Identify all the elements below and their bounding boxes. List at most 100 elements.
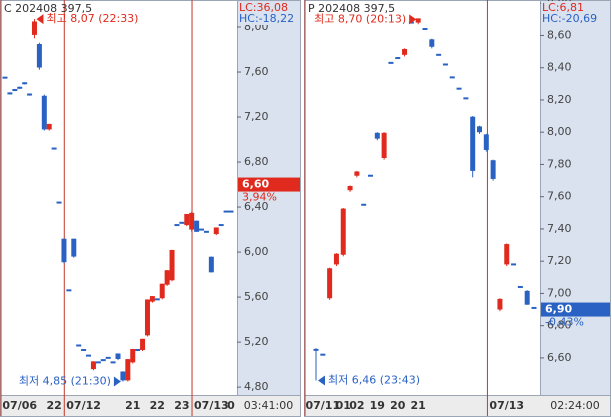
low-note: 최저 4,85 (21:30)	[19, 374, 111, 387]
candle-body	[66, 289, 72, 292]
candle-body	[194, 220, 200, 232]
candle-body	[429, 39, 435, 47]
candle-body	[333, 253, 339, 265]
candle-body	[463, 97, 469, 100]
y-tick-label: 7,20	[547, 254, 572, 267]
y-tick-label: 8,20	[547, 93, 572, 106]
last-price-box	[238, 177, 300, 192]
candle-body	[61, 238, 67, 263]
y-tick-label: 6,40	[244, 200, 269, 213]
candle-body	[12, 89, 18, 92]
candle-body	[46, 123, 52, 130]
hc-label: HC:-18,22	[239, 12, 294, 25]
candle-body	[199, 228, 205, 231]
candle-body	[402, 48, 408, 55]
candle-body	[388, 61, 394, 64]
candle-body	[213, 227, 219, 235]
candle-body	[2, 76, 8, 79]
y-tick-label: 5,20	[244, 335, 269, 348]
y-tick-label: 8,00	[547, 125, 572, 138]
time-label: 02:24:00	[550, 399, 599, 412]
y-tick-label: 7,60	[244, 65, 269, 78]
candle-body	[90, 361, 96, 370]
candle-body	[218, 224, 224, 227]
candle-body	[354, 171, 360, 176]
candle-body	[22, 82, 28, 85]
candle-body	[17, 86, 23, 89]
x-tick-label: 23	[174, 399, 189, 412]
plot-area	[304, 0, 541, 396]
y-tick-label: 8,40	[547, 61, 572, 74]
candle-body	[347, 186, 353, 191]
y-tick-label: 7,60	[547, 190, 572, 203]
candle-body	[100, 359, 106, 362]
high-note: 최고 8,70 (20:13)	[314, 12, 406, 25]
change-label: 3,94%	[242, 191, 277, 204]
low-note-arrow	[318, 375, 325, 386]
last-price: 6,60	[242, 178, 269, 191]
time-label: 03:41:00	[244, 399, 293, 412]
candle-body	[95, 361, 101, 364]
candle-body	[415, 18, 421, 23]
candle-body	[490, 160, 496, 179]
candle-body	[169, 249, 175, 281]
candle-body	[179, 221, 185, 224]
lc-label: LC:6,81	[542, 1, 584, 14]
candle-body	[110, 361, 116, 364]
high-note-arrow	[409, 14, 417, 25]
candle-body	[125, 359, 131, 381]
candle-body	[81, 348, 87, 351]
candle-body	[395, 57, 401, 60]
chart-title: P 202408 397,5	[308, 2, 395, 15]
x-tick-label: 21	[125, 399, 140, 412]
x-tick-label: 22	[150, 399, 165, 412]
y-tick-label: 6,80	[547, 319, 572, 332]
candle-body	[189, 212, 195, 230]
candle-body	[86, 354, 92, 357]
x-tick-label: 02	[349, 399, 364, 412]
candle-body	[56, 201, 62, 204]
candle-body	[320, 353, 326, 356]
candle-body	[422, 28, 428, 31]
header-bg	[541, 1, 610, 25]
candle-body	[340, 208, 346, 255]
low-note-arrow	[113, 376, 121, 387]
candle-body	[483, 134, 489, 150]
candle-body	[228, 210, 234, 213]
x-tick-label: 07/06	[2, 399, 37, 412]
candle-body	[149, 296, 155, 302]
candle-body	[144, 299, 150, 336]
candle-body	[381, 132, 387, 158]
candle-body	[7, 92, 13, 95]
plot-area	[0, 0, 238, 396]
candle-body	[313, 348, 319, 351]
y-tick-label: 7,00	[547, 286, 572, 299]
x-tick-label: 07/13	[489, 399, 524, 412]
candle-body	[504, 244, 510, 265]
candle-body	[470, 116, 476, 171]
candle-body	[154, 298, 160, 301]
header-bg	[238, 1, 300, 25]
price-axis	[237, 0, 301, 396]
last-price: 6,90	[545, 303, 572, 316]
candle-body	[223, 210, 229, 213]
y-tick-label: 8,60	[547, 28, 572, 41]
high-note-arrow	[36, 14, 44, 25]
candle-body	[203, 230, 209, 233]
candle-body	[456, 87, 462, 90]
x-tick-label: 01	[336, 399, 351, 412]
candle-body	[31, 21, 37, 35]
change-label: -0,43%	[545, 316, 584, 329]
y-tick-label: 6,80	[244, 155, 269, 168]
y-tick-label: 6,60	[547, 351, 572, 364]
candle-body	[164, 270, 170, 285]
candle-body	[531, 306, 537, 309]
y-tick-label: 5,60	[244, 290, 269, 303]
candle-body	[361, 203, 367, 206]
lc-label: LC:36,08	[239, 1, 288, 14]
candle-body	[41, 95, 47, 130]
candle-body	[159, 283, 165, 299]
candle-body	[449, 76, 455, 79]
candle-body	[208, 256, 214, 273]
